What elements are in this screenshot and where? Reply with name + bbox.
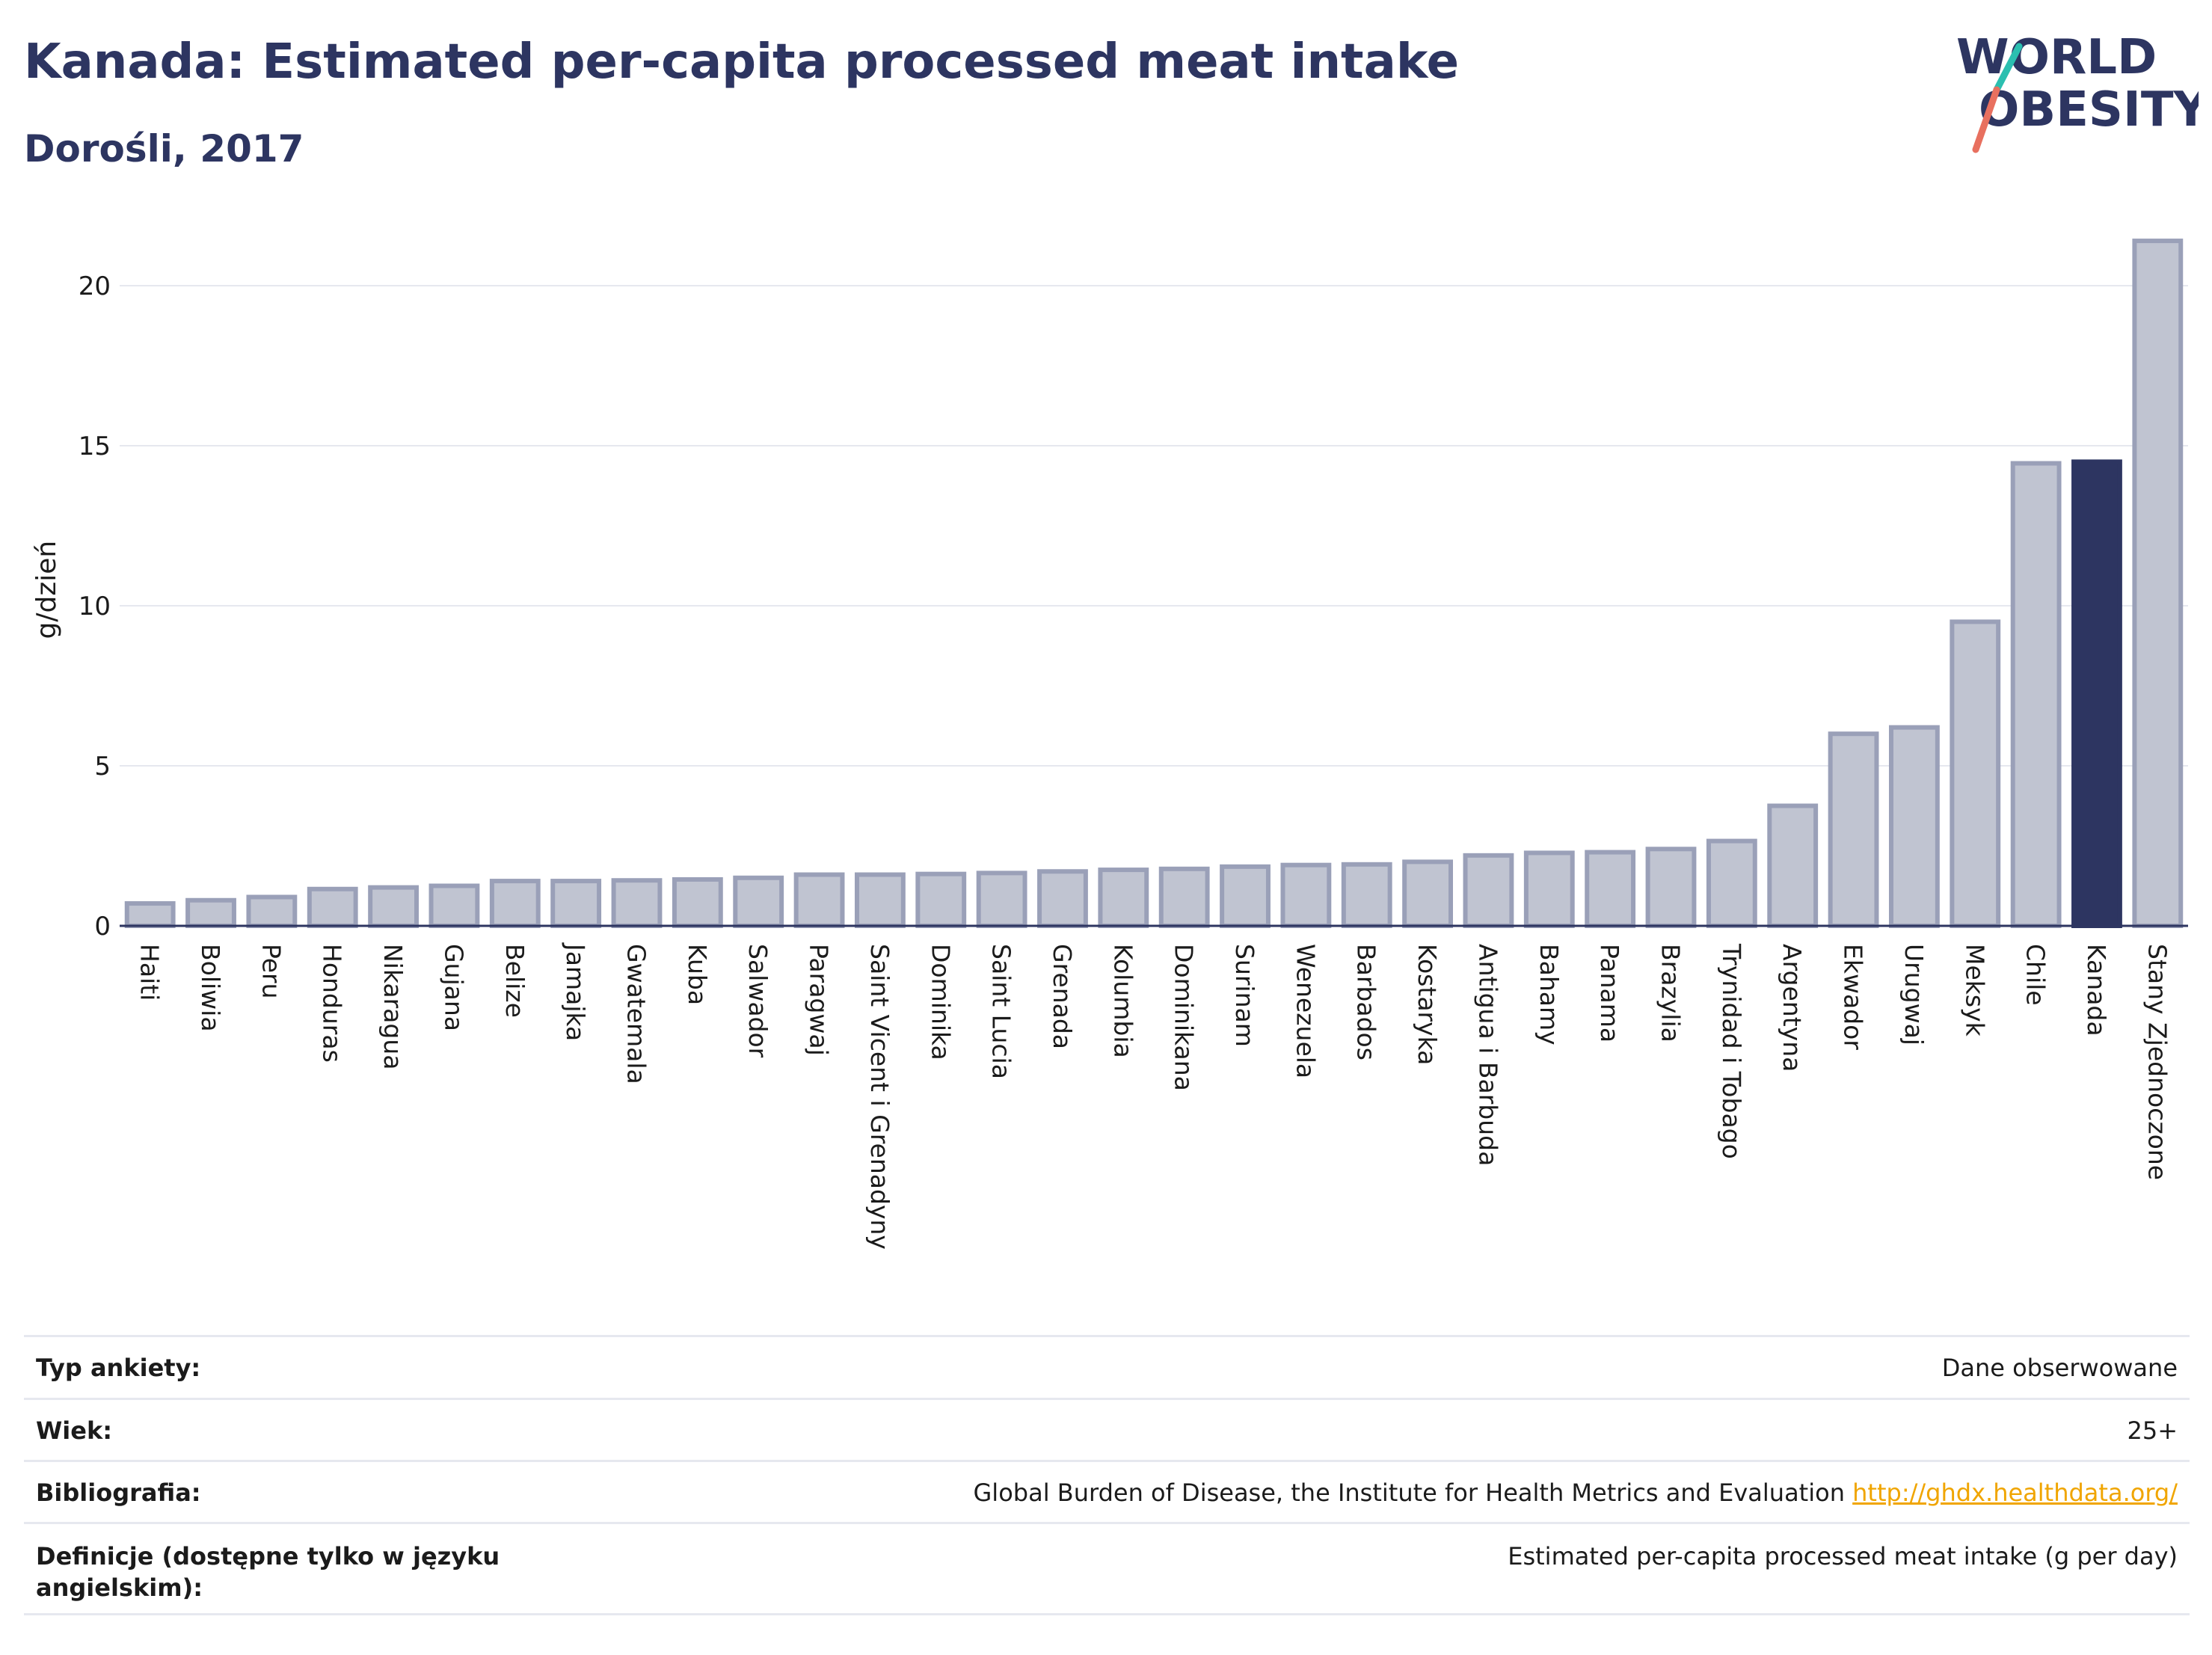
bar [368, 885, 420, 929]
info-key: Typ ankiety: [36, 1354, 201, 1382]
bar [1950, 619, 2001, 929]
y-tick-label: 5 [94, 752, 111, 782]
x-tick-label: Saint Lucia [987, 944, 1016, 1079]
bar-highlighted [2071, 459, 2122, 928]
x-tick-label: Grenada [1048, 944, 1077, 1049]
x-tick-label: Nikaragua [378, 944, 408, 1069]
x-tick-label: Dominikana [1170, 944, 1199, 1091]
info-row-bibliography: Bibliografia: Global Burden of Disease, … [24, 1460, 2190, 1522]
x-tick-label: Gujana [439, 944, 468, 1031]
x-tick-label: Kuba [683, 944, 712, 1005]
info-value: 25+ [2127, 1416, 2178, 1445]
logo-teal-slash [1993, 43, 2023, 93]
bar [1767, 803, 1819, 928]
x-tick-label: Dominika [926, 944, 955, 1060]
info-value: Estimated per-capita processed meat inta… [1508, 1542, 2178, 1570]
info-key: Wiek: [36, 1416, 113, 1445]
x-tick-label: Meksyk [1960, 944, 1989, 1037]
x-tick-label: Kolumbia [1108, 944, 1137, 1058]
bibliography-link[interactable]: http://ghdx.healthdata.org/ [1852, 1479, 2178, 1507]
chart-title: Kanada: Estimated per-capita processed m… [24, 34, 1460, 90]
bar [1158, 866, 1210, 929]
bibliography-text: Global Burden of Disease, the Institute … [973, 1479, 1845, 1507]
x-tick-label: Kanada [2082, 944, 2111, 1037]
bar [915, 871, 967, 928]
x-tick-label: Jamajka [561, 942, 590, 1041]
y-tick-label: 10 [79, 592, 111, 621]
x-tick-label: Salwador [743, 944, 772, 1058]
bar [1585, 850, 1636, 929]
bar [611, 878, 663, 928]
x-tick-label: Paragwaj [805, 944, 834, 1056]
x-tick-label: Trynidad i Tobago [1717, 943, 1746, 1159]
bar [733, 875, 784, 929]
bar [489, 879, 541, 928]
bar [1645, 847, 1697, 929]
logo-line2: OBESITY [1979, 82, 2199, 138]
x-tick-label: Haiti [135, 944, 165, 1001]
bar [1341, 862, 1392, 928]
x-tick-label: Bahamy [1534, 944, 1564, 1045]
info-row-age: Wiek: 25+ [24, 1398, 2190, 1460]
x-tick-label: Wenezuela [1291, 944, 1320, 1078]
bar [1402, 859, 1454, 929]
x-tick-label: Surinam [1230, 944, 1259, 1047]
bar [185, 897, 236, 929]
bar [2010, 461, 2062, 928]
bar [976, 871, 1027, 929]
x-tick-label: Brazylia [1656, 944, 1686, 1043]
bar [1706, 838, 1757, 928]
y-tick-label: 20 [79, 271, 111, 301]
x-tick-label: Argentyna [1778, 944, 1807, 1072]
info-key: Definicje (dostępne tylko w języku angie… [36, 1542, 500, 1602]
logo-coral-slash [1972, 86, 2000, 153]
bar [2132, 239, 2184, 928]
info-key: Bibliografia: [36, 1479, 201, 1507]
x-tick-label: Belize [500, 944, 529, 1018]
logo-line1: WORLD [1956, 30, 2157, 85]
x-tick-label: Peru [256, 944, 286, 999]
x-tick-label: Chile [2021, 944, 2050, 1006]
x-tick-label: Antigua i Barbuda [1473, 944, 1502, 1166]
info-row-survey-type: Typ ankiety: Dane obserwowane [24, 1335, 2190, 1398]
bar [1280, 862, 1332, 929]
bar [793, 872, 845, 929]
bar [1463, 853, 1514, 928]
bar [854, 872, 906, 929]
bar [246, 894, 298, 928]
info-value: Global Burden of Disease, the Institute … [974, 1477, 2190, 1508]
bar [1220, 864, 1271, 928]
bar [124, 901, 176, 929]
x-tick-label: Barbados [1352, 944, 1381, 1060]
bar [1828, 731, 1879, 928]
info-table: Typ ankiety: Dane obserwowane Wiek: 25+ … [24, 1335, 2190, 1615]
y-axis-title: g/dzień [31, 541, 62, 639]
x-tick-label: Gwatemala [622, 944, 651, 1084]
x-tick-label: Urugwaj [1899, 944, 1929, 1045]
info-row-definitions: Definicje (dostępne tylko w języku angie… [24, 1522, 2190, 1615]
y-tick-label: 15 [79, 432, 111, 461]
bar [1523, 850, 1575, 929]
x-tick-label: Stany Zjednoczone [2142, 944, 2172, 1180]
x-tick-label: Honduras [318, 944, 347, 1063]
x-tick-label: Ekwador [1839, 944, 1868, 1050]
x-tick-label: Boliwia [196, 944, 225, 1032]
bar-chart: 0 5 10 15 20 g/dzień Haiti Boliwia Peru Honduras N… [31, 239, 2188, 1250]
x-tick-label: Kostaryka [1413, 944, 1442, 1065]
bar [1037, 869, 1088, 928]
bar [672, 876, 723, 928]
x-tick-label: Panama [1595, 944, 1624, 1043]
bar [307, 886, 358, 929]
bar [1098, 868, 1149, 928]
world-obesity-logo: WORLD OBESITY [1956, 30, 2199, 153]
y-tick-label: 0 [94, 912, 111, 942]
bar [1888, 725, 1940, 928]
bar [428, 883, 480, 928]
chart-subtitle: Dorośli, 2017 [24, 127, 304, 171]
bar [550, 879, 602, 928]
x-tick-label: Saint Vicent i Grenadyny [865, 944, 894, 1250]
info-value: Dane obserwowane [1941, 1354, 2178, 1382]
